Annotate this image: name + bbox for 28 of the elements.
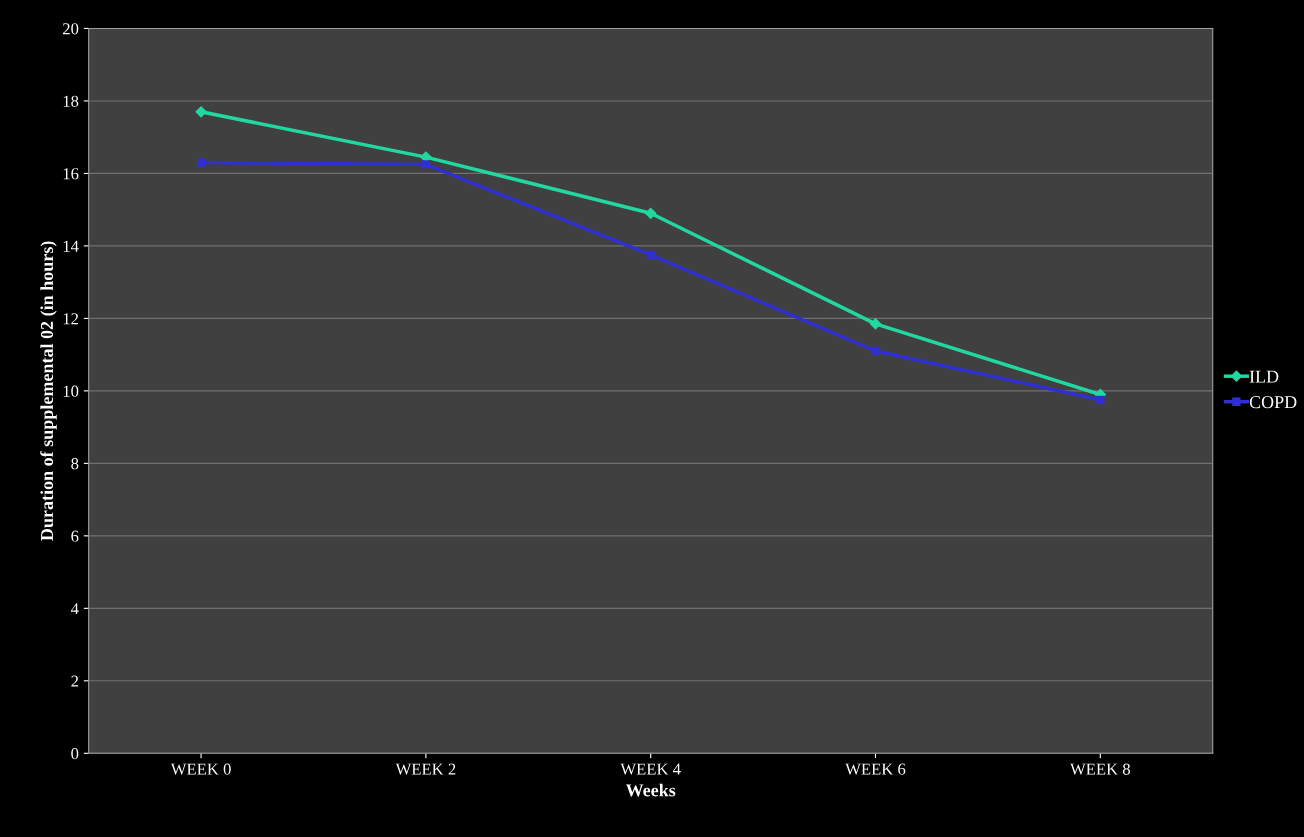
point [871, 346, 880, 356]
x-axis-title: Weeks [625, 783, 676, 797]
y-tick-label: 12 [63, 313, 79, 325]
y-tick-label: 8 [71, 458, 79, 470]
point [195, 106, 207, 118]
x-tick-label: WEEK 2 [395, 763, 456, 775]
y-tick-label: 18 [63, 95, 79, 107]
x-tick-label: WEEK 4 [620, 763, 681, 775]
y-tick-label: 10 [63, 385, 79, 397]
y-tick-label: 2 [71, 675, 79, 687]
point [645, 207, 657, 219]
x-tick-label: WEEK 8 [1070, 763, 1130, 775]
legend-label: COPD [1249, 396, 1297, 409]
y-tick-label: 20 [63, 23, 79, 35]
point [1096, 395, 1105, 405]
point [869, 318, 882, 330]
point [196, 158, 206, 167]
y-tick-label: 0 [71, 748, 79, 760]
y-tick-label: 4 [70, 603, 79, 615]
x-tick-label: WEEK 0 [170, 763, 231, 775]
legend-label: ILD [1249, 370, 1279, 383]
y-tick-label: 6 [71, 530, 79, 542]
point [421, 160, 431, 169]
y-tick-label: 14 [63, 240, 79, 252]
point [646, 250, 655, 260]
y-tick-label: 16 [63, 168, 79, 180]
x-tick-label: WEEK 6 [845, 763, 906, 775]
y-axis-title: Duration of supplemental 02 (in hours) [40, 241, 57, 541]
